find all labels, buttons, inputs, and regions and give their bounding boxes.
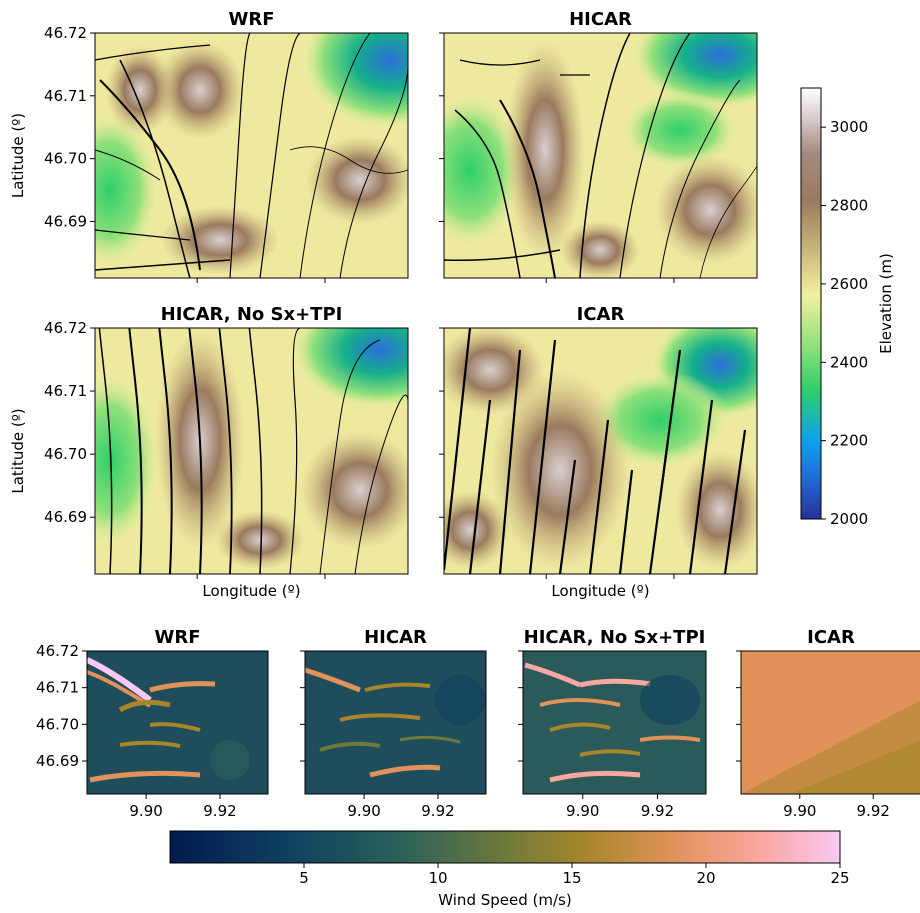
- wind-colorbar-label: 20: [696, 869, 715, 887]
- elev-map-hicar-nosx: [95, 328, 408, 574]
- wind-speed-colorbar: [169, 830, 841, 864]
- elevation-colorbar-label: 2200: [830, 432, 868, 450]
- y-tick-label: 46.70: [44, 445, 87, 463]
- panel-title: HICAR: [364, 627, 427, 648]
- figure-labels: WRF 46.72 46.71 46.70 46.69 Latitude (º) HICAR…: [9, 9, 895, 909]
- wind-colorbar-label: 15: [562, 869, 581, 887]
- panel-title: ICAR: [577, 304, 625, 325]
- x-tick-label: 9.92: [857, 802, 890, 820]
- panel-wind-hicar-nosx: [522, 650, 707, 795]
- panel-title: ICAR: [807, 627, 855, 648]
- panel-elev-wrf: [94, 32, 409, 279]
- streamlines-wrf: [95, 33, 408, 278]
- y-tick-label: 46.72: [36, 642, 79, 660]
- streamlines-hicar: [444, 33, 757, 278]
- elevation-colorbar-title: Elevation (m): [877, 253, 895, 354]
- elevation-colorbar-label: 2000: [830, 510, 868, 528]
- x-tick-label: 9.92: [641, 802, 674, 820]
- y-tick-label: 46.70: [44, 150, 87, 168]
- elev-map-wrf: [95, 33, 408, 278]
- y-tick-label: 46.72: [44, 24, 87, 42]
- x-axis-label: Longitude (º): [551, 582, 649, 600]
- streamlines-icar: [444, 328, 747, 574]
- panel-title: WRF: [154, 627, 200, 648]
- y-tick-label: 46.69: [36, 752, 79, 770]
- y-tick-label: 46.71: [44, 87, 87, 105]
- wind-colorbar-title: Wind Speed (m/s): [438, 891, 571, 909]
- panel-title: WRF: [228, 9, 274, 30]
- y-tick-label: 46.70: [36, 715, 79, 733]
- panel-wind-wrf: [86, 650, 269, 795]
- x-tick-label: 9.90: [566, 802, 599, 820]
- x-tick-label: 9.92: [421, 802, 454, 820]
- y-tick-label: 46.69: [44, 212, 87, 230]
- wind-colorbar-label: 10: [428, 869, 447, 887]
- elevation-colorbar-label: 2600: [830, 275, 868, 293]
- wind-colorbar-label: 5: [299, 869, 309, 887]
- x-tick-label: 9.90: [347, 802, 380, 820]
- panel-title: HICAR, No Sx+TPI: [161, 304, 343, 325]
- panel-elev-hicar: [443, 32, 758, 279]
- x-tick-label: 9.90: [129, 802, 162, 820]
- elevation-colorbar: [800, 87, 822, 520]
- x-tick-label: 9.92: [203, 802, 236, 820]
- panel-elev-hicar-nosx: [94, 327, 409, 575]
- y-axis-label: Latitude (º): [9, 408, 27, 493]
- elevation-colorbar-label: 2800: [830, 197, 868, 215]
- panel-wind-hicar: [304, 650, 487, 795]
- y-tick-label: 46.69: [44, 508, 87, 526]
- panel-title: HICAR: [569, 9, 632, 30]
- panel-wind-icar: [740, 650, 920, 795]
- elev-map-hicar: [444, 33, 757, 278]
- x-tick-label: 9.90: [783, 802, 816, 820]
- y-tick-label: 46.71: [36, 679, 79, 697]
- panel-title: HICAR, No Sx+TPI: [524, 627, 706, 648]
- panel-elev-icar: [443, 327, 758, 575]
- elev-map-icar: [444, 328, 757, 574]
- elevation-colorbar-label: 2400: [830, 353, 868, 371]
- elevation-colorbar-label: 3000: [830, 118, 868, 136]
- x-axis-label: Longitude (º): [202, 582, 300, 600]
- y-tick-label: 46.71: [44, 382, 87, 400]
- y-axis-label: Latitude (º): [9, 113, 27, 198]
- wind-colorbar-label: 25: [830, 869, 849, 887]
- y-tick-label: 46.72: [44, 319, 87, 337]
- streamlines-hicar-nosx: [98, 328, 408, 574]
